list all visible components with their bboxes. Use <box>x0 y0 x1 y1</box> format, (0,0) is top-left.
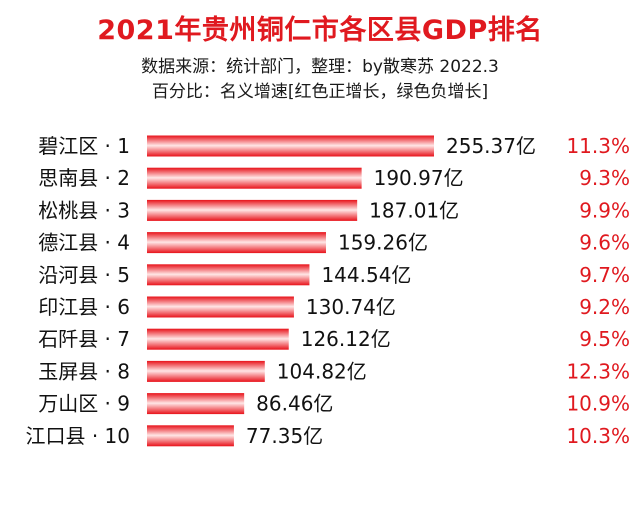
bar <box>147 167 362 189</box>
value-label: 144.54亿 <box>321 263 411 287</box>
growth-label: 9.7% <box>579 263 630 287</box>
value-label: 159.26亿 <box>338 231 428 255</box>
chart-title: 2021年贵州铜仁市各区县GDP排名 <box>97 15 543 46</box>
category-label: 石阡县 · 7 <box>38 327 130 351</box>
category-label: 沿河县 · 5 <box>38 263 130 287</box>
category-label: 德江县 · 4 <box>38 231 130 255</box>
value-label: 86.46亿 <box>256 392 333 416</box>
chart-subtitle-source: 数据来源：统计部门，整理：by散寒苏 2022.3 <box>141 57 499 77</box>
bar <box>147 296 294 318</box>
growth-label: 11.3% <box>566 134 630 158</box>
bar <box>147 425 234 447</box>
chart-subtitle-note: 百分比：名义增速[红色正增长，绿色负增长] <box>151 82 489 102</box>
bar <box>147 360 265 382</box>
bar <box>147 328 289 350</box>
value-label: 126.12亿 <box>301 327 391 351</box>
value-label: 130.74亿 <box>306 295 396 319</box>
value-label: 187.01亿 <box>369 198 459 222</box>
value-label: 255.37亿 <box>446 134 536 158</box>
category-label: 江口县 · 10 <box>25 424 130 448</box>
category-label: 印江县 · 6 <box>38 295 130 319</box>
bar <box>147 135 434 157</box>
category-label: 松桃县 · 3 <box>38 198 130 222</box>
category-label: 思南县 · 2 <box>38 166 130 190</box>
bar <box>147 264 310 286</box>
growth-label: 9.9% <box>579 198 630 222</box>
growth-label: 10.3% <box>566 424 630 448</box>
category-label: 万山区 · 9 <box>38 392 130 416</box>
category-label: 碧江区 · 1 <box>38 134 130 158</box>
growth-label: 10.9% <box>566 392 630 416</box>
bar <box>147 199 358 221</box>
value-label: 77.35亿 <box>246 424 323 448</box>
bar <box>147 232 326 254</box>
category-label: 玉屏县 · 8 <box>38 359 130 383</box>
growth-label: 9.5% <box>579 327 630 351</box>
growth-label: 9.3% <box>579 166 630 190</box>
growth-label: 9.6% <box>579 231 630 255</box>
value-label: 104.82亿 <box>277 359 367 383</box>
value-label: 190.97亿 <box>374 166 464 190</box>
growth-label: 9.2% <box>579 295 630 319</box>
bar <box>147 393 245 415</box>
growth-label: 12.3% <box>566 359 630 383</box>
